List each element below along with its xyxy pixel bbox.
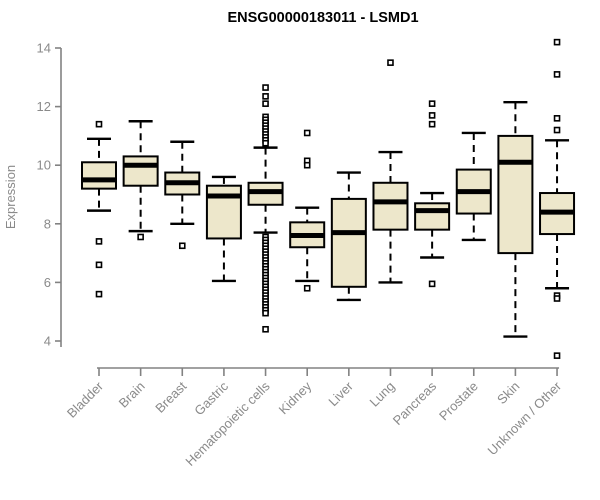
- outlier-point: [95, 290, 103, 298]
- y-axis-tick-label: 12: [37, 99, 51, 114]
- box-group: [539, 38, 576, 359]
- outlier-point: [137, 233, 144, 241]
- boxplot-series: [81, 38, 576, 359]
- outlier-point: [262, 100, 269, 107]
- iqr-box: [122, 155, 159, 187]
- iqr-box: [372, 181, 409, 231]
- x-axis-label: Prostate: [436, 379, 481, 424]
- outlier-point: [553, 38, 561, 46]
- iqr-box: [330, 197, 367, 288]
- outlier-point: [262, 309, 269, 317]
- y-axis-title: Expression: [3, 165, 18, 229]
- outlier-point: [95, 120, 103, 128]
- outlier-point: [303, 284, 311, 292]
- outlier-point: [553, 295, 561, 302]
- outlier-point: [178, 242, 186, 250]
- box-group: [247, 84, 284, 333]
- x-axis-label: Breast: [152, 378, 189, 415]
- iqr-box: [497, 134, 534, 255]
- y-axis: 4 6 8 10 12 14: [37, 41, 62, 349]
- outlier-point: [553, 352, 561, 359]
- outlier-point: [428, 100, 436, 107]
- y-axis-tick-label: 8: [44, 216, 51, 231]
- x-axis-label: Unknown / Other: [485, 378, 565, 458]
- chart-title: ENSG00000183011 - LSMD1: [227, 10, 418, 26]
- outlier-point: [262, 93, 269, 100]
- box-group: [289, 129, 326, 292]
- y-axis-tick-label: 14: [37, 41, 51, 56]
- outlier-point: [262, 84, 269, 91]
- box-group: [164, 140, 201, 250]
- outlier-point: [428, 120, 436, 128]
- box-group: [330, 171, 367, 302]
- box-group: [372, 59, 409, 284]
- outlier-point: [387, 59, 394, 66]
- outlier-point: [553, 115, 561, 122]
- box-group: [122, 120, 159, 241]
- outlier-point: [95, 261, 103, 269]
- outlier-point: [95, 238, 103, 245]
- y-axis-tick-label: 10: [37, 158, 51, 173]
- iqr-box: [81, 161, 117, 190]
- outlier-point: [553, 71, 561, 78]
- outlier-point: [262, 139, 269, 147]
- x-axis-label: Bladder: [64, 378, 107, 421]
- y-axis-tick-label: 6: [44, 275, 51, 290]
- x-axis-label: Gastric: [191, 378, 231, 418]
- outlier-point: [262, 325, 269, 333]
- x-axis-label: Skin: [494, 379, 522, 407]
- box-group: [205, 175, 242, 283]
- outlier-point: [553, 126, 561, 134]
- iqr-box: [414, 202, 451, 231]
- y-axis-tick-label: 4: [44, 334, 51, 349]
- box-group: [414, 100, 451, 288]
- outlier-point: [428, 280, 436, 288]
- outlier-point: [428, 112, 436, 119]
- box-group: [497, 101, 534, 338]
- x-axis-label: Pancreas: [390, 378, 440, 428]
- box-group: [455, 131, 492, 242]
- box-group: [81, 120, 117, 298]
- x-axis-label: Liver: [325, 378, 356, 409]
- x-axis-label: Brain: [116, 379, 148, 411]
- outlier-point: [303, 161, 311, 169]
- x-axis-label: Kidney: [276, 378, 315, 417]
- outlier-point: [303, 129, 311, 137]
- x-axis-label: Lung: [367, 379, 398, 410]
